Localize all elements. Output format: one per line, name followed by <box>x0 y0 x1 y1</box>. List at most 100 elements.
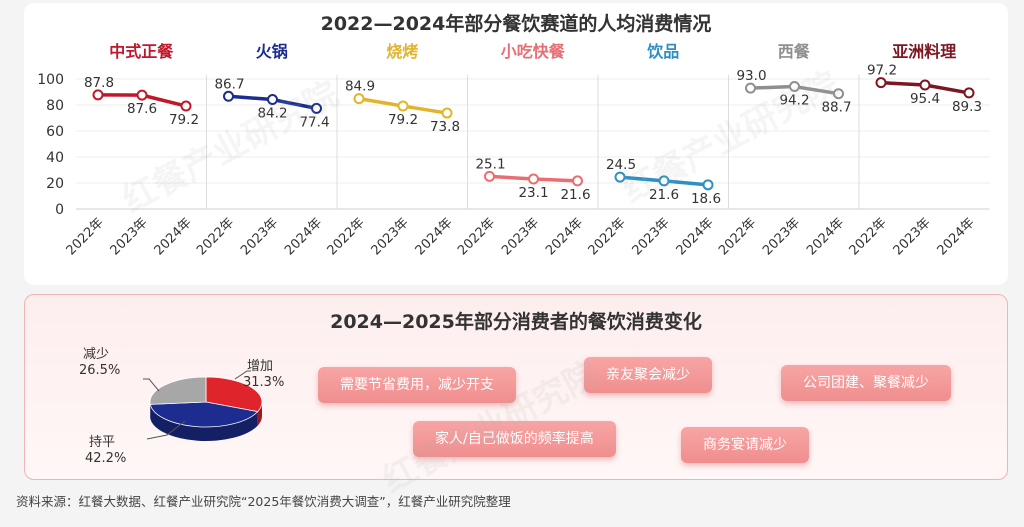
pie-side-0 <box>257 402 262 426</box>
series-name-0: 中式正餐 <box>109 42 174 61</box>
top-panel: 2022—2024年部分餐饮赛道的人均消费情况 0 20 40 60 80 100 中式正餐… <box>24 3 1008 285</box>
bottom-panel: 2024—2025年部分消费者的餐饮消费变化 减少 26.5% 增加 31.3%… <box>24 294 1008 480</box>
pie-label-decrease-value: 26.5% <box>79 363 121 378</box>
data-point-6-1 <box>919 79 931 91</box>
leader-increase <box>234 370 251 380</box>
data-label-3-1: 23.1 <box>518 185 548 201</box>
data-point-4-2 <box>702 179 714 191</box>
tag-fewer-business-banquets: 商务宴请减少 <box>681 427 809 463</box>
x-tick-label-1-1: 2023年 <box>238 215 281 258</box>
series-name-4: 饮品 <box>646 42 679 61</box>
pie-label-flat: 持平 42.2% <box>85 435 126 467</box>
data-point-1-2 <box>311 102 322 114</box>
data-label-5-1: 94.2 <box>779 93 809 109</box>
data-point-1-1 <box>267 94 278 106</box>
data-label-2-0: 84.9 <box>345 79 375 95</box>
series-name-1: 火锅 <box>256 42 288 61</box>
y-tick-label-4: 80 <box>46 98 64 114</box>
x-tick-label-4-2: 2024年 <box>674 215 717 258</box>
x-tick-label-6-2: 2024年 <box>935 215 978 258</box>
pie-slice-0 <box>205 376 263 413</box>
x-tick-label-3-1: 2023年 <box>499 215 542 258</box>
x-tick-label-2-0: 2022年 <box>325 215 368 258</box>
data-label-4-2: 18.6 <box>691 191 721 207</box>
data-point-2-1 <box>397 100 409 112</box>
data-point-1-0 <box>223 90 234 102</box>
data-label-3-0: 25.1 <box>475 156 505 172</box>
series-name-3: 小吃快餐 <box>501 42 566 61</box>
data-point-3-0 <box>484 170 495 182</box>
series-name-6: 亚洲料理 <box>892 42 956 61</box>
data-point-4-1 <box>658 175 670 187</box>
tag-save-money: 需要节省费用，减少开支 <box>318 367 516 403</box>
pie-label-decrease: 减少 26.5% <box>79 347 120 379</box>
data-point-0-0 <box>92 89 104 101</box>
data-label-0-0: 87.8 <box>84 75 114 91</box>
data-point-5-1 <box>789 81 800 93</box>
data-label-2-2: 73.8 <box>430 119 460 135</box>
data-point-6-0 <box>875 77 887 89</box>
x-tick-label-3-0: 2022年 <box>455 215 498 258</box>
pie-label-decrease-name: 减少 <box>83 347 110 362</box>
pie-chart-title: 2024—2025年部分消费者的餐饮消费变化 <box>330 311 702 333</box>
tag-fewer-gatherings: 亲友聚会减少 <box>584 357 712 393</box>
data-label-5-2: 88.7 <box>821 100 851 116</box>
x-tick-label-1-2: 2024年 <box>282 215 325 258</box>
data-point-6-2 <box>963 87 975 99</box>
data-label-0-1: 87.6 <box>127 101 157 117</box>
line-chart-title: 2022—2024年部分餐饮赛道的人均消费情况 <box>320 13 712 35</box>
series-name-2: 烧烤 <box>386 42 418 61</box>
data-point-3-1 <box>528 173 539 185</box>
pie-label-increase-name: 增加 <box>247 359 274 374</box>
data-label-1-1: 84.2 <box>257 106 287 122</box>
series-name-5: 西餐 <box>778 42 811 61</box>
leader-decrease <box>143 378 160 392</box>
data-label-4-0: 24.5 <box>606 157 636 173</box>
x-tick-label-6-1: 2023年 <box>891 215 934 258</box>
data-point-3-2 <box>572 175 583 187</box>
x-tick-label-2-1: 2023年 <box>369 215 412 258</box>
y-tick-label-0: 0 <box>55 202 64 218</box>
x-tick-label-0-2: 2024年 <box>152 215 195 258</box>
data-label-5-0: 93.0 <box>736 68 766 84</box>
leader-flat <box>146 420 186 440</box>
tag-fewer-company-events: 公司团建、聚餐减少 <box>781 365 951 401</box>
data-label-1-2: 77.4 <box>299 114 329 130</box>
data-label-1-0: 86.7 <box>214 76 244 92</box>
y-tick-label-3: 60 <box>46 124 64 140</box>
x-tick-label-1-0: 2022年 <box>194 215 237 258</box>
y-tick-label-1: 20 <box>46 176 64 192</box>
data-label-6-1: 95.4 <box>910 91 940 107</box>
line-chart: 0 20 40 60 80 100 中式正餐 87.8 2022年 87.6 2023年 79.2 20… <box>37 42 990 258</box>
pie-slice-1 <box>149 401 259 428</box>
pie-label-flat-name: 持平 <box>89 435 116 450</box>
pie-label-flat-value: 42.2% <box>85 451 127 466</box>
data-point-4-0 <box>614 171 626 183</box>
x-tick-label-4-1: 2023年 <box>630 215 673 258</box>
y-tick-label-5: 100 <box>37 72 64 88</box>
source-note: 资料来源：红餐大数据、红餐产业研究院“2025年餐饮消费大调查”，红餐产业研究院… <box>16 494 511 509</box>
data-label-2-1: 79.2 <box>388 112 418 128</box>
tag-cook-at-home: 家人/自己做饭的频率提高 <box>413 421 616 457</box>
pie-side-1 <box>150 404 258 442</box>
x-tick-label-3-2: 2024年 <box>543 215 586 258</box>
data-point-5-2 <box>833 88 844 100</box>
data-point-2-2 <box>441 107 453 119</box>
pie-label-increase-value: 31.3% <box>243 375 285 390</box>
data-label-6-0: 97.2 <box>867 63 897 79</box>
pie-label-increase: 增加 31.3% <box>243 359 284 391</box>
x-tick-label-5-0: 2022年 <box>716 215 759 258</box>
data-label-6-2: 89.3 <box>952 99 982 115</box>
x-tick-label-0-0: 2022年 <box>64 215 107 258</box>
y-tick-label-2: 40 <box>46 150 64 166</box>
data-point-0-1 <box>136 89 148 101</box>
pie-chart <box>143 370 263 442</box>
x-tick-label-4-0: 2022年 <box>586 215 629 258</box>
x-tick-label-6-0: 2022年 <box>847 215 890 258</box>
x-tick-label-2-2: 2024年 <box>413 215 456 258</box>
data-point-2-0 <box>353 93 365 105</box>
data-label-0-2: 79.2 <box>169 112 199 128</box>
x-tick-label-0-1: 2023年 <box>108 215 151 258</box>
data-label-4-1: 21.6 <box>649 187 679 203</box>
data-point-5-0 <box>745 82 756 94</box>
